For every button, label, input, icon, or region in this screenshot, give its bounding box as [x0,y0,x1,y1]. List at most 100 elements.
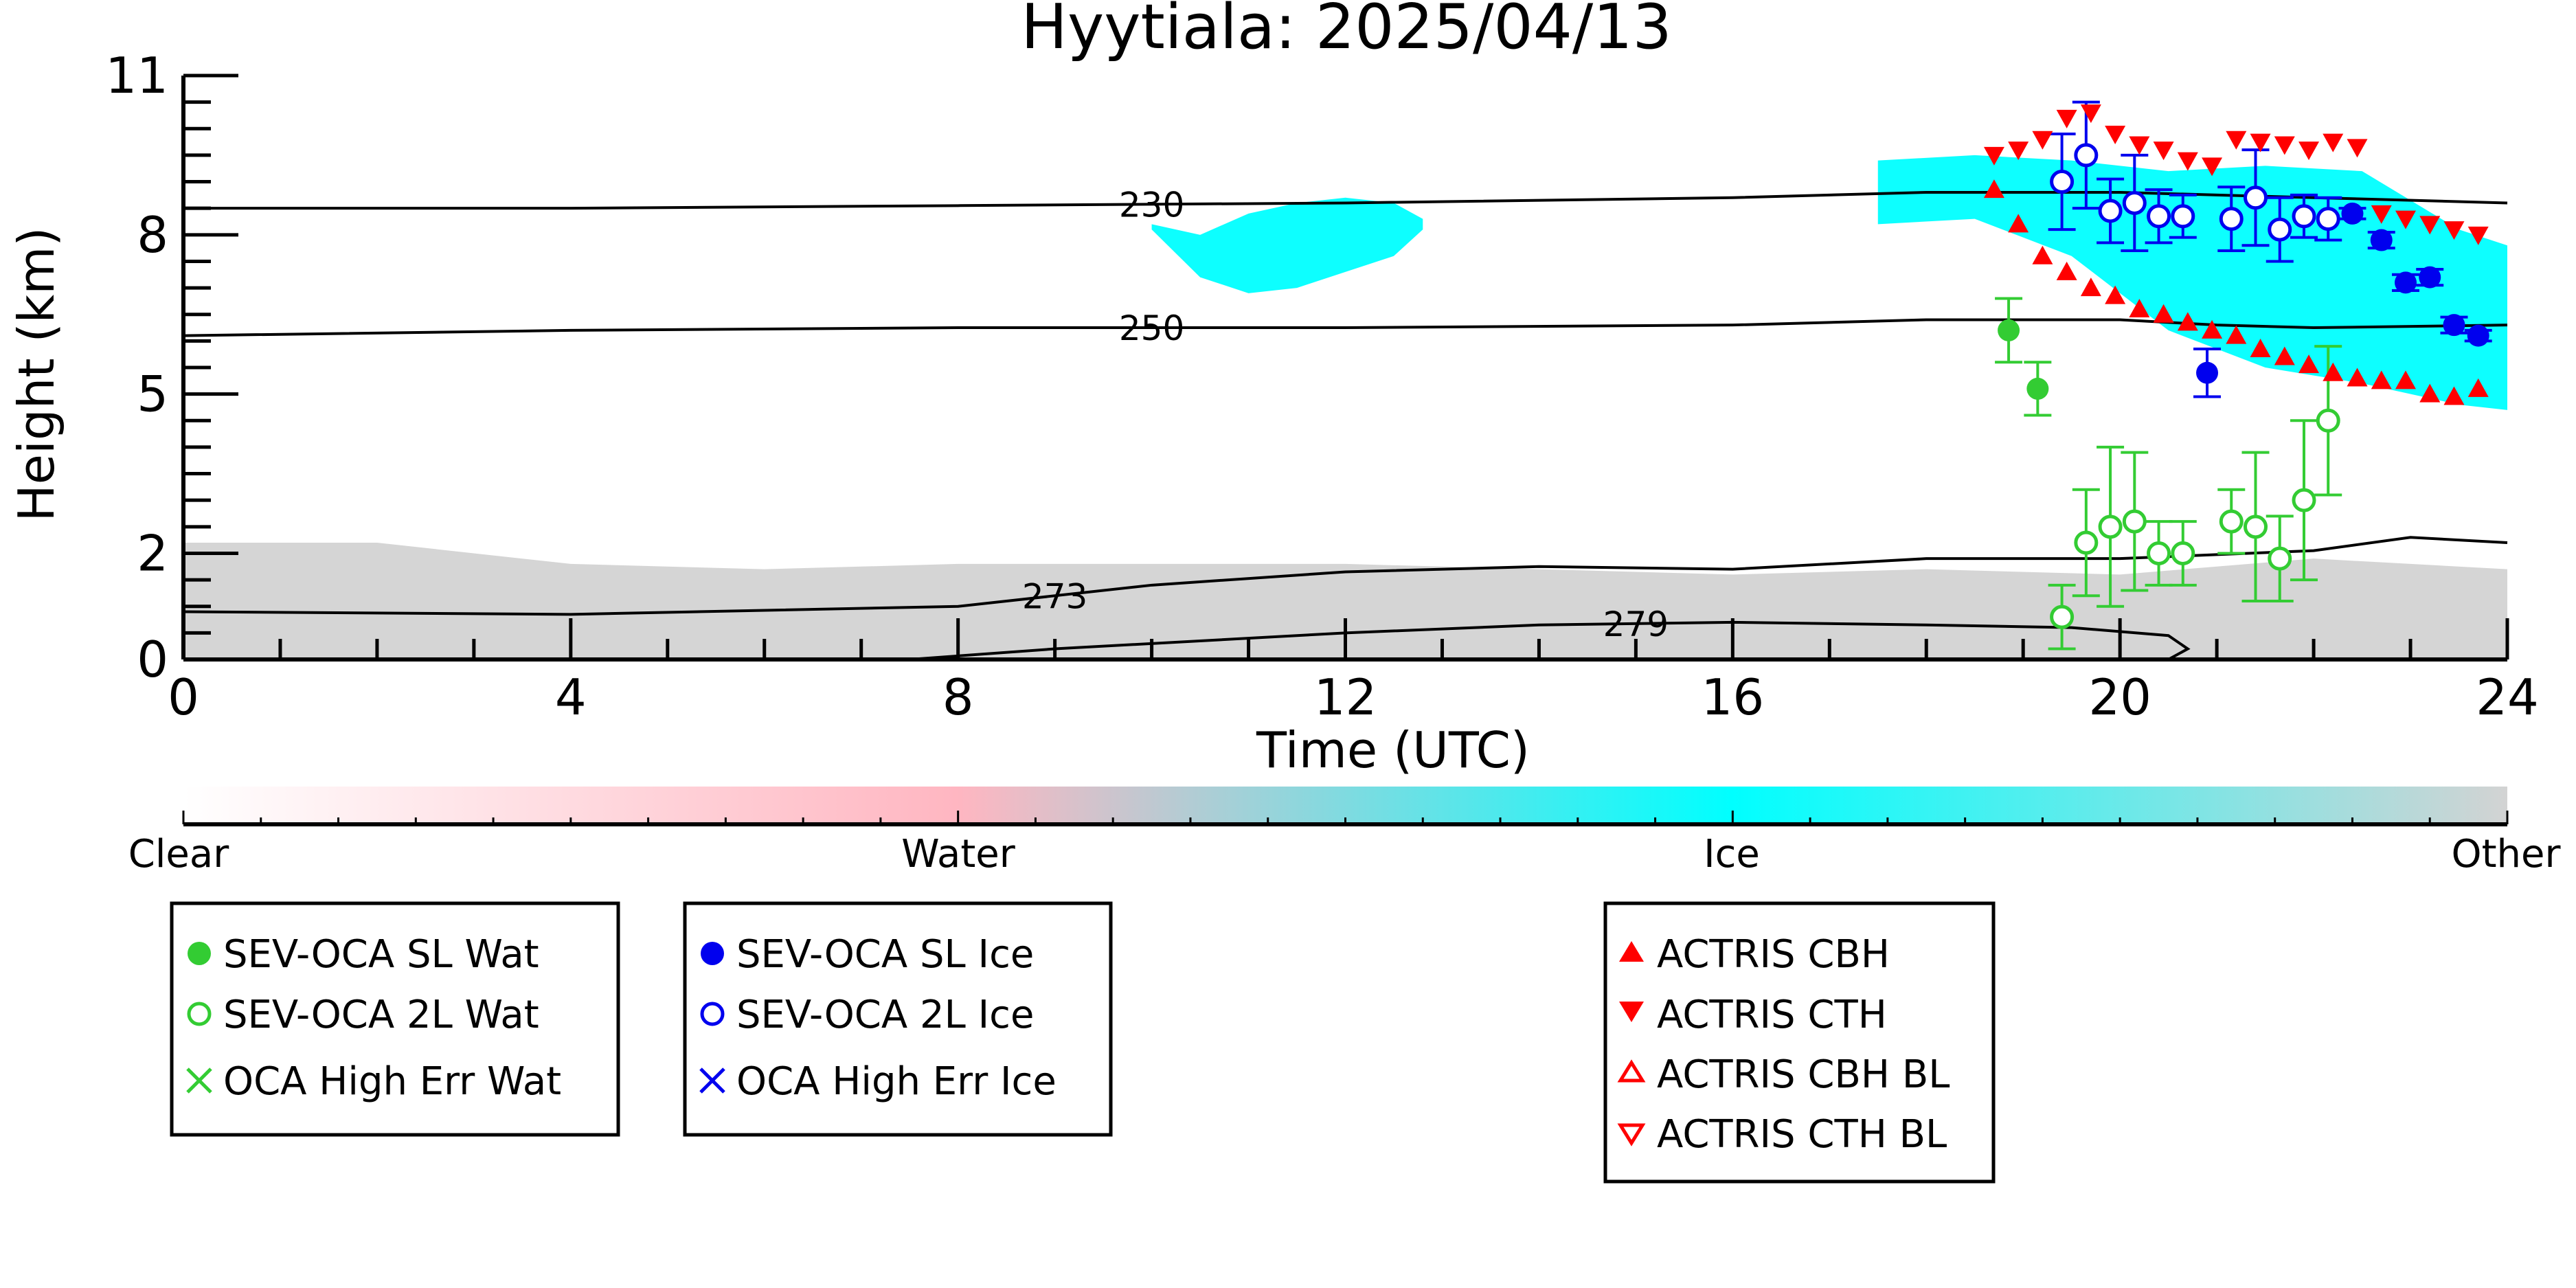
contour-label-250: 250 [1119,308,1184,348]
colorbar-label-clear: Clear [128,832,229,877]
sev-oca-2l-wat-point [2122,509,2147,534]
sev-oca-sl-ice-point [2196,361,2219,384]
actris-cth-point [2056,109,2077,128]
legend-label-cbh: ACTRIS CBH [1657,932,1890,977]
y-tick-label: 2 [137,524,168,582]
marker-layer [1983,100,2492,651]
x-tick-label: 24 [2476,668,2539,726]
legend-marker-cbh [1619,941,1644,962]
sev-oca-2l-ice-point [2098,199,2123,223]
actris-cth-point [2105,126,2126,144]
axes: 0 2 5 8 11 0 4 8 12 16 20 24 [105,47,2538,726]
x-tick-label: 8 [942,668,974,726]
actris-cbh-point [2298,354,2320,374]
colorbar-label-other: Other [2451,832,2561,877]
legend-ice-box [683,901,1113,1137]
actris-cbh-point [2347,368,2368,387]
legend-label-higherr-ice: OCA High Err Ice [736,1059,1057,1104]
legend-marker-2l-ice [700,1002,725,1026]
colorbar-label-water: Water [901,832,1016,877]
legend-label-sl-wat: SEV-OCA SL Wat [223,932,539,977]
x-tick-label: 4 [555,668,587,726]
actris-cbh-point [2129,299,2150,317]
actris-cth-point [2298,142,2320,161]
actris-cth-point [2008,142,2029,161]
actris-cbh-point [2371,370,2392,389]
sev-oca-2l-ice-point [2050,170,2075,194]
colorbar: Clear Water Ice Other [128,787,2561,877]
actris-cth-point [2395,210,2416,229]
sev-oca-2l-ice-point [2122,190,2147,215]
legend-label-cth: ACTRIS CTH [1657,993,1887,1037]
sev-oca-2l-wat-point [2292,488,2316,512]
legend-label-cth-bl: ACTRIS CTH BL [1657,1112,1947,1157]
x-tick-label: 20 [2088,668,2151,726]
actris-cth-point [2032,131,2053,150]
actris-cbh-point [2153,304,2174,323]
contour-250 [183,318,2508,337]
sev-oca-2l-wat-point [2098,515,2123,539]
legend-water: SEV-OCA SL Wat SEV-OCA 2L Wat OCA High E… [170,901,620,1137]
actris-cbh-point [2105,285,2126,304]
sev-oca-2l-wat-point [2244,515,2268,539]
actris-cbh-point [2467,378,2489,397]
sev-oca-2l-ice-point [2219,207,2244,231]
legend-marker-higherr-wat [186,1067,212,1094]
sev-oca-2l-wat-point [2147,541,2171,565]
actris-cbh-point [2250,338,2271,357]
actris-cbh-point [2056,261,2077,280]
actris-cth-point [2202,157,2223,177]
sev-oca-sl-ice-point [2443,314,2465,337]
legend-ice: SEV-OCA SL Ice SEV-OCA 2L Ice OCA High E… [683,901,1113,1137]
actris-cth-point [2129,136,2150,155]
field-ice-1 [1151,197,1423,293]
actris-cth-point [2347,139,2368,158]
actris-cbh-point [2443,386,2465,405]
sev-oca-2l-ice-point [2147,204,2171,229]
y-tick-label: 8 [137,206,168,264]
legend-label-2l-wat: SEV-OCA 2L Wat [223,993,539,1037]
y-axis-label: Height (km) [8,227,65,522]
field-other-0 [183,543,2507,659]
contour-label-279: 279 [1603,605,1669,644]
actris-cth-point [2467,226,2489,245]
sev-oca-2l-wat-point [2171,541,2195,565]
actris-cbh-point [2080,278,2101,297]
sev-oca-sl-ice-point [2419,266,2441,289]
colorbar-label-ice: Ice [1704,832,1760,877]
actris-cbh-point [2419,383,2441,403]
legend-marker-cbh-bl [1617,1059,1646,1083]
contour-279 [909,620,2191,661]
actris-cbh-point [2032,245,2053,264]
sev-oca-2l-ice-point [2292,204,2316,229]
x-tick-label: 12 [1314,668,1377,726]
actris-cbh-point [2274,346,2295,365]
legend-water-box [170,901,620,1137]
sev-oca-sl-ice-point [2370,229,2393,251]
legend-actris: ACTRIS CBH ACTRIS CTH ACTRIS CBH BL ACTR… [1603,901,1996,1184]
actris-cth-point [2371,205,2392,224]
actris-cth-point [2250,133,2271,152]
legend-marker-2l-wat [187,1002,212,1026]
sev-oca-sl-wat-point [1998,319,2020,341]
temperature-contours: 230 250 273 279 [183,185,2508,661]
legend-label-sl-ice: SEV-OCA SL Ice [736,932,1034,977]
legend-label-higherr-wat: OCA High Err Wat [223,1059,561,1104]
x-tick-label: 16 [1702,668,1765,726]
actris-cbh-point [2323,362,2344,381]
sev-oca-2l-wat-point [2316,408,2340,433]
sev-oca-2l-ice-point [2268,217,2292,242]
sev-oca-2l-wat-point [2219,509,2244,534]
plot-area: 230 250 273 279 0 2 5 8 11 0 4 8 12 16 20 24 [105,47,2538,726]
actris-cth-point [1983,146,2004,166]
legend-label-cbh-bl: ACTRIS CBH BL [1657,1052,1950,1097]
y-tick-label: 11 [105,47,168,104]
legend-marker-cth-bl [1617,1123,1646,1146]
sev-oca-2l-wat-point [2050,605,2075,629]
actris-cbh-point [2008,214,2029,233]
actris-cth-point [2274,136,2295,155]
sev-oca-2l-ice-point [2171,204,2195,229]
actris-cbh-point [2177,312,2198,331]
sev-oca-2l-wat-point [2268,546,2292,571]
